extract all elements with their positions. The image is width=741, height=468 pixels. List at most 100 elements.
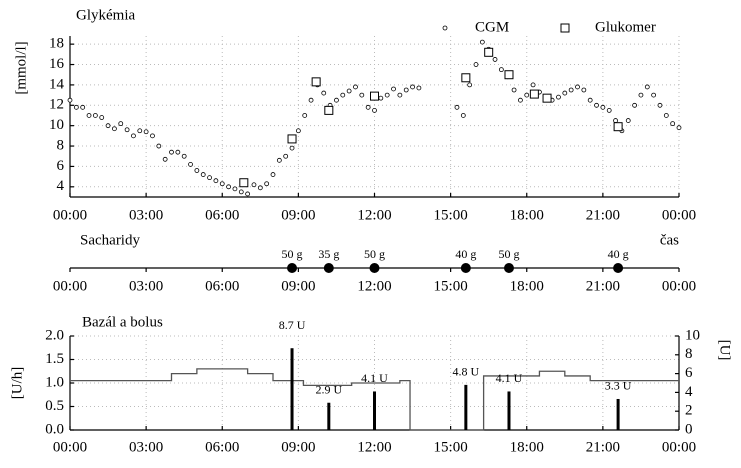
y-tick-label: 16 bbox=[49, 56, 65, 72]
x-tick-label: 18:00 bbox=[510, 439, 544, 455]
marker bbox=[226, 184, 231, 190]
marker bbox=[613, 118, 618, 123]
marker bbox=[353, 84, 358, 90]
marker bbox=[625, 118, 631, 123]
event-marker bbox=[287, 263, 298, 273]
x-tick-label: 09:00 bbox=[281, 439, 315, 455]
marker bbox=[657, 102, 663, 108]
marker bbox=[213, 178, 219, 184]
marker bbox=[73, 104, 79, 110]
y-tick-label: 10 bbox=[685, 327, 700, 343]
bolus-bar bbox=[290, 348, 294, 430]
value-label: 4.1 U bbox=[361, 371, 388, 385]
x-tick-label: 15:00 bbox=[434, 207, 468, 223]
event-marker bbox=[323, 263, 334, 273]
marker bbox=[600, 104, 606, 110]
marker bbox=[676, 125, 682, 131]
y-tick-label: 1.5 bbox=[45, 351, 64, 367]
value-label: 4.8 U bbox=[453, 365, 480, 379]
marker bbox=[112, 126, 117, 132]
marker bbox=[454, 104, 460, 110]
marker bbox=[397, 92, 403, 98]
marker bbox=[99, 115, 105, 120]
marker bbox=[530, 82, 536, 88]
marker bbox=[340, 92, 346, 98]
x-tick-label: 00:00 bbox=[662, 278, 696, 294]
marker bbox=[162, 156, 168, 162]
y-tick-label: 8 bbox=[57, 137, 65, 153]
marker bbox=[663, 113, 669, 118]
marker bbox=[245, 191, 251, 197]
marker bbox=[568, 87, 574, 93]
marker bbox=[137, 128, 143, 134]
marker bbox=[587, 97, 593, 103]
y-tick-label: 4 bbox=[57, 178, 65, 194]
bolus-bar bbox=[327, 402, 331, 430]
y-tick-label: 12 bbox=[49, 97, 64, 113]
marker bbox=[251, 182, 257, 188]
marker bbox=[118, 121, 124, 127]
y-tick-label: 0.5 bbox=[45, 398, 64, 414]
y-axis-label: [mmol/l] bbox=[13, 41, 29, 94]
x-tick-label: 03:00 bbox=[129, 439, 163, 455]
marker bbox=[194, 168, 200, 173]
marker bbox=[232, 186, 238, 192]
marker bbox=[324, 105, 334, 115]
x-tick-label: 00:00 bbox=[53, 278, 87, 294]
marker bbox=[124, 127, 130, 133]
marker bbox=[410, 84, 415, 90]
marker bbox=[302, 113, 308, 118]
marker bbox=[289, 145, 295, 151]
x-tick-label: 18:00 bbox=[510, 207, 544, 223]
y-tick-label: 0 bbox=[685, 421, 693, 437]
value-label: 50 g bbox=[364, 247, 385, 261]
marker bbox=[613, 122, 623, 132]
value-label: 40 g bbox=[608, 247, 629, 261]
marker bbox=[575, 84, 580, 90]
marker bbox=[105, 123, 111, 129]
event-marker bbox=[460, 263, 471, 273]
x-tick-label: 12:00 bbox=[357, 278, 391, 294]
marker bbox=[257, 185, 263, 191]
y-tick-label: 4 bbox=[685, 384, 693, 400]
marker bbox=[460, 113, 466, 118]
legend-marker bbox=[442, 25, 448, 31]
marker bbox=[80, 104, 86, 110]
value-label: 50 g bbox=[282, 247, 303, 261]
marker bbox=[479, 39, 485, 45]
x-axis-label: čas bbox=[660, 232, 679, 248]
x-tick-label: 06:00 bbox=[205, 278, 239, 294]
marker bbox=[346, 88, 352, 94]
marker bbox=[370, 91, 379, 101]
event-marker bbox=[369, 263, 380, 273]
marker bbox=[562, 90, 568, 96]
marker bbox=[372, 107, 377, 113]
value-label: 3.3 U bbox=[605, 379, 632, 393]
x-tick-label: 00:00 bbox=[53, 439, 87, 455]
marker bbox=[308, 97, 314, 103]
x-tick-label: 21:00 bbox=[586, 207, 620, 223]
value-label: 4.1 U bbox=[496, 371, 523, 385]
y-tick-label: 2.0 bbox=[45, 327, 64, 343]
marker bbox=[169, 149, 174, 155]
x-tick-label: 15:00 bbox=[434, 278, 468, 294]
marker bbox=[518, 97, 523, 103]
legend-label: Glukomer bbox=[595, 19, 656, 35]
value-label: 8.7 U bbox=[279, 318, 306, 332]
marker bbox=[92, 113, 98, 118]
value-label: 40 g bbox=[455, 247, 476, 261]
marker bbox=[391, 86, 396, 92]
marker bbox=[188, 161, 193, 167]
marker bbox=[283, 153, 289, 159]
marker bbox=[594, 102, 599, 108]
x-tick-label: 21:00 bbox=[586, 278, 620, 294]
marker bbox=[359, 92, 365, 98]
chart-title: Glykémia bbox=[76, 7, 135, 23]
marker bbox=[150, 133, 155, 139]
x-tick-label: 00:00 bbox=[662, 439, 696, 455]
x-tick-label: 15:00 bbox=[434, 439, 468, 455]
marker bbox=[175, 149, 181, 155]
y-tick-label: 14 bbox=[49, 76, 65, 92]
x-tick-label: 09:00 bbox=[281, 278, 315, 294]
marker bbox=[207, 175, 212, 181]
